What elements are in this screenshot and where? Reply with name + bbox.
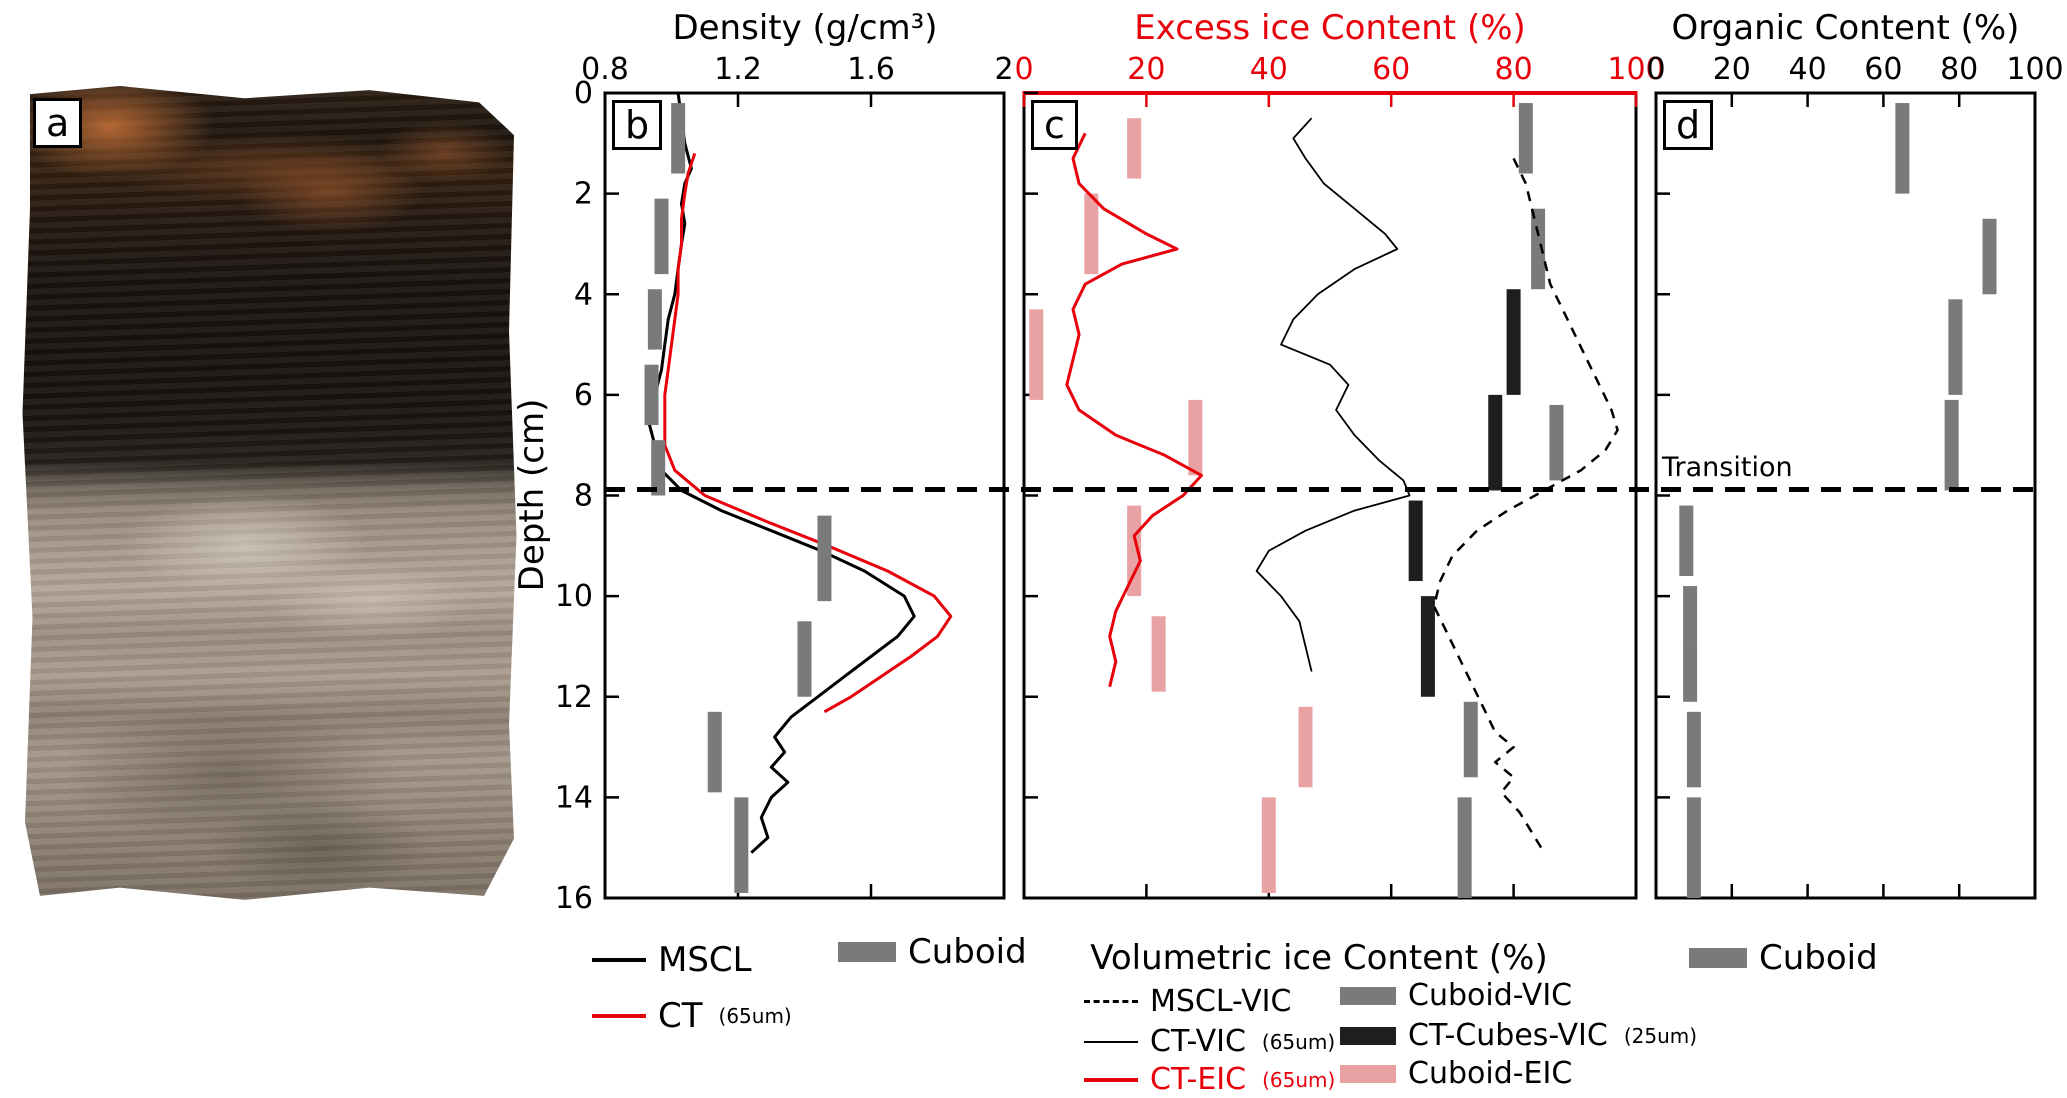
- svg-text:60: 60: [1372, 52, 1410, 87]
- cuboid-d-bar-swatch: [1689, 948, 1747, 968]
- ice-content-chart: 0 20 40 60 80 100: [1014, 52, 1665, 900]
- legend-ct-eic-label: CT-EIC: [1150, 1062, 1247, 1097]
- excess-ice-title: Excess ice Content (%): [1134, 8, 1526, 48]
- panel-label-d: d: [1663, 100, 1714, 150]
- legend-cuboid-b-label: Cuboid: [908, 932, 1027, 972]
- legend-item-cuboid-b: Cuboid: [838, 932, 1027, 972]
- svg-text:20: 20: [1713, 52, 1751, 87]
- ct-eic-line-swatch: [1084, 1077, 1138, 1082]
- svg-text:10: 10: [555, 579, 593, 614]
- svg-text:40: 40: [1250, 52, 1288, 87]
- legend-item-ct-vic: CT-VIC (65um): [1084, 1024, 1335, 1059]
- legend-cuboid-vic-label: Cuboid-VIC: [1408, 978, 1573, 1013]
- legend-item-cuboid-vic: Cuboid-VIC: [1340, 978, 1572, 1013]
- legend-item-mscl: MSCL: [592, 940, 752, 980]
- density-title: Density (g/cm³): [672, 8, 938, 48]
- organic-content-chart: 0 20 40 60 80 100: [1646, 52, 2064, 900]
- svg-text:1.2: 1.2: [714, 52, 762, 87]
- core-sample-photo: [22, 86, 517, 900]
- legend-ct-cubes-label: CT-Cubes-VIC: [1408, 1018, 1608, 1053]
- svg-text:14: 14: [555, 780, 593, 815]
- svg-text:2: 2: [574, 177, 593, 212]
- cuboid-bar-swatch: [838, 942, 896, 962]
- mscl-line-swatch: [592, 958, 646, 962]
- organic-title: Organic Content (%): [1671, 8, 2020, 48]
- cuboid-eic-bar-swatch: [1340, 1064, 1396, 1083]
- legend-mscl-vic-label: MSCL-VIC: [1150, 984, 1292, 1019]
- transition-line: [605, 487, 2035, 492]
- legend-item-ct: CT (65um): [592, 996, 792, 1036]
- legend-cuboid-eic-label: Cuboid-EIC: [1408, 1056, 1573, 1091]
- panel-label-c: c: [1031, 100, 1078, 150]
- legend-ct-vic-sub: (65um): [1261, 1029, 1336, 1054]
- legend-item-ct-cubes-vic: CT-Cubes-VIC (25um): [1340, 1018, 1697, 1053]
- svg-text:6: 6: [574, 378, 593, 413]
- svg-text:100: 100: [1607, 52, 1664, 87]
- svg-text:0.8: 0.8: [581, 52, 629, 87]
- svg-text:1.6: 1.6: [847, 52, 895, 87]
- legend-item-ct-eic: CT-EIC (65um): [1084, 1062, 1335, 1097]
- ct-cubes-bar-swatch: [1340, 1026, 1396, 1045]
- legend-ct-label: CT: [658, 996, 703, 1036]
- svg-text:0: 0: [1014, 52, 1033, 87]
- svg-text:16: 16: [555, 881, 593, 910]
- legend-mscl-label: MSCL: [658, 940, 752, 980]
- transition-label: Transition: [1662, 452, 1793, 483]
- legend-ct-cubes-sub: (25um): [1623, 1023, 1698, 1048]
- legend-item-cuboid-d: Cuboid: [1689, 938, 1878, 978]
- legend-ct-sub: (65um): [718, 1004, 792, 1028]
- legend-ct-eic-sub: (65um): [1262, 1067, 1336, 1092]
- panel-label-a: a: [33, 98, 83, 148]
- svg-text:2: 2: [994, 52, 1013, 87]
- svg-text:0: 0: [1646, 52, 1665, 87]
- svg-text:20: 20: [1127, 52, 1165, 87]
- ct-vic-line-swatch: [1084, 1040, 1138, 1043]
- svg-text:60: 60: [1864, 52, 1902, 87]
- legend-cuboid-d-label: Cuboid: [1759, 938, 1878, 978]
- svg-text:100: 100: [2006, 52, 2063, 87]
- svg-text:0: 0: [574, 76, 593, 111]
- svg-text:80: 80: [1940, 52, 1978, 87]
- svg-text:40: 40: [1789, 52, 1827, 87]
- svg-text:8: 8: [574, 479, 593, 514]
- svg-text:12: 12: [555, 680, 593, 715]
- legend-item-mscl-vic: MSCL-VIC: [1084, 984, 1291, 1019]
- legend-item-cuboid-eic: Cuboid-EIC: [1340, 1056, 1572, 1091]
- svg-text:4: 4: [574, 277, 593, 312]
- ct-line-swatch: [592, 1014, 646, 1018]
- panel-label-b: b: [612, 100, 663, 150]
- mscl-vic-line-swatch: [1084, 1000, 1138, 1003]
- density-chart: 0.8 1.2 1.6 2 0 2 4 6 8 10 12 14 16: [555, 52, 1014, 910]
- cuboid-vic-bar-swatch: [1340, 986, 1396, 1005]
- vic-legend-title: Volumetric ice Content (%): [1090, 938, 1548, 978]
- legend-ct-vic-label: CT-VIC: [1150, 1024, 1246, 1059]
- svg-text:80: 80: [1495, 52, 1533, 87]
